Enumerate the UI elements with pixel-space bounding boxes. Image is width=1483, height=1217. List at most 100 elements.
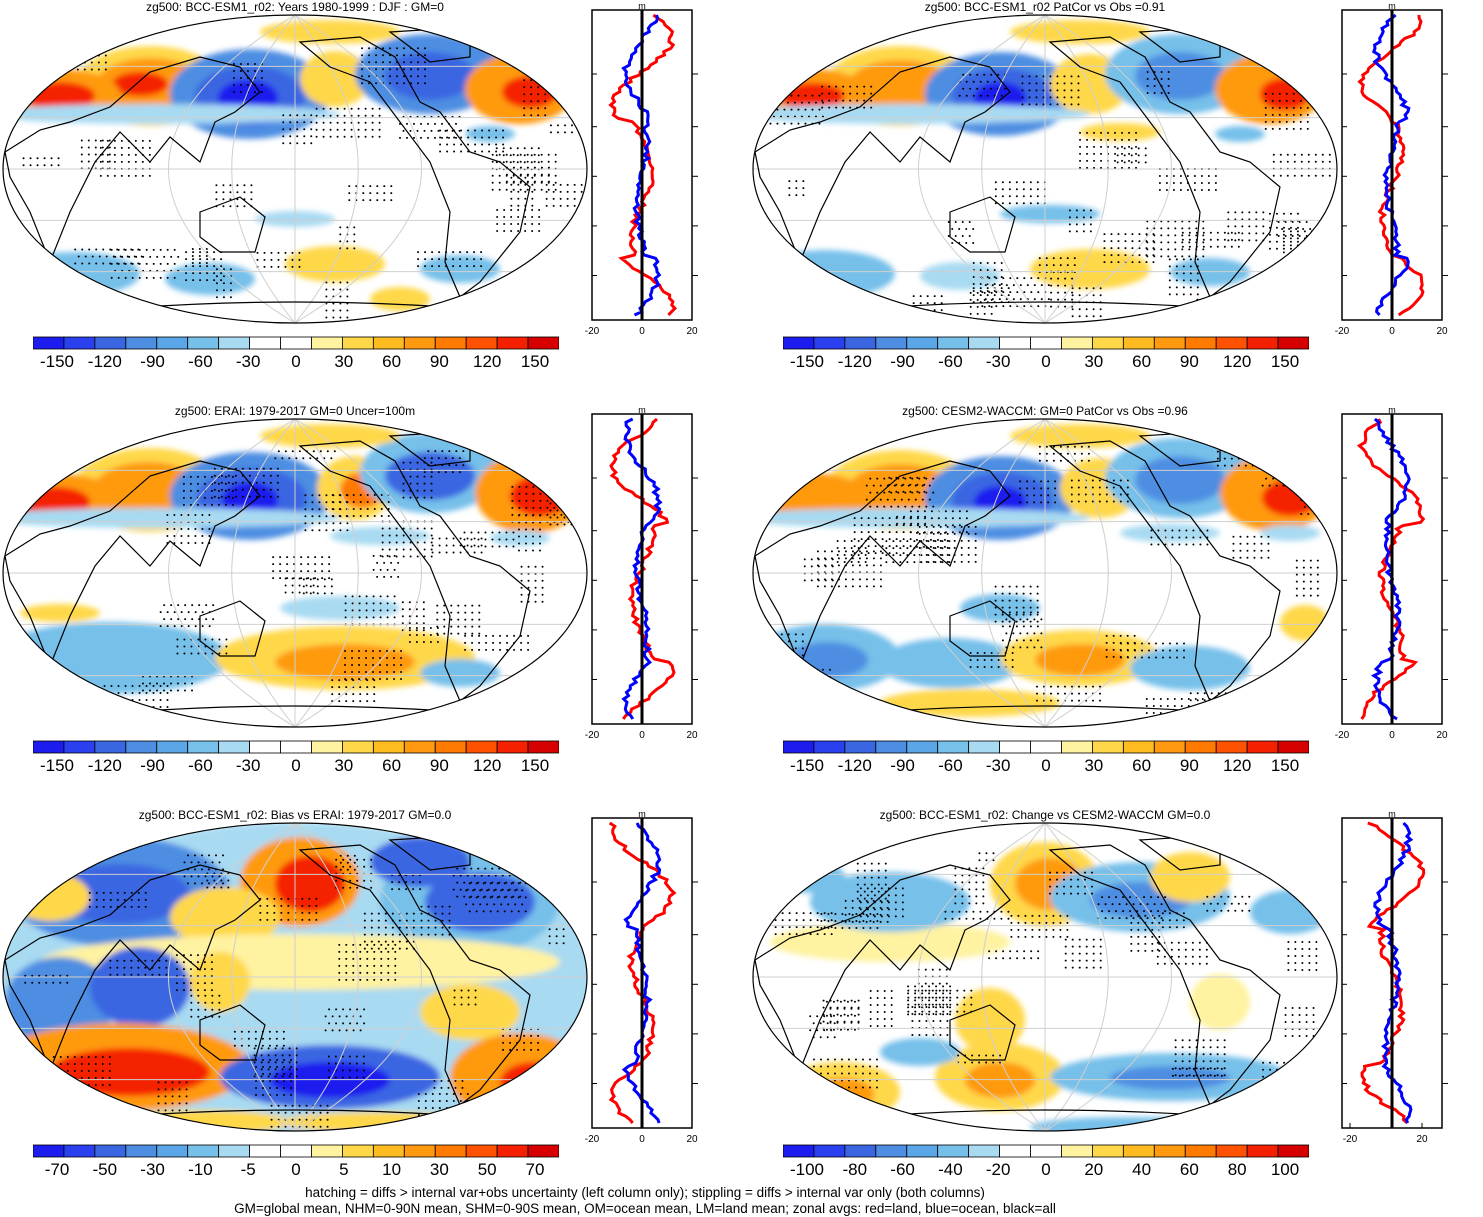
colorbar-swatch [999, 336, 1031, 350]
colorbar-swatch [311, 740, 343, 754]
colorbar-swatch [372, 1144, 405, 1158]
svg-text:m: m [638, 1, 646, 11]
colorbar-swatch [311, 1144, 343, 1158]
svg-text:m: m [1388, 405, 1396, 415]
colorbar-swatch [844, 1144, 877, 1158]
colorbar-label: -100 [789, 1160, 825, 1179]
colorbar-label: -90 [140, 756, 165, 775]
panel-title: zg500: BCC-ESM1_r02: Years 1980-1999 : D… [146, 0, 444, 14]
svg-text:0: 0 [639, 326, 645, 337]
map-plot [752, 418, 1338, 728]
colorbar-label: 20 [1084, 1160, 1104, 1179]
colorbar-label: -150 [39, 352, 75, 371]
colorbar-label: 150 [1270, 756, 1300, 775]
colorbar-label: -20 [985, 1160, 1011, 1179]
colorbar-label: 5 [339, 1160, 349, 1179]
colorbar-swatch [125, 1144, 158, 1158]
colorbar-swatch [813, 1144, 846, 1158]
colorbar [33, 1144, 559, 1158]
colorbar-swatch [968, 740, 1000, 754]
colorbar-label: -90 [890, 756, 915, 775]
colorbar-label: 150 [520, 352, 550, 371]
colorbar-label: 90 [429, 352, 449, 371]
colorbar-swatch [844, 740, 877, 754]
panel-title: zg500: BCC-ESM1_r02: Change vs CESM2-WAC… [879, 808, 1211, 822]
colorbar-swatch [937, 1144, 970, 1158]
svg-text:0: 0 [1389, 730, 1395, 741]
colorbar-label: 120 [1223, 352, 1252, 371]
colorbar [33, 336, 559, 350]
colorbar-labels: -150 -120 -90 -60 -30 0 30 60 90 120 150 [33, 756, 559, 778]
colorbar-labels: -150 -120 -90 -60 -30 0 30 60 90 120 150 [783, 352, 1309, 374]
colorbar-swatch [937, 740, 970, 754]
colorbar-label: 60 [1132, 352, 1152, 371]
colorbar-label: 30 [429, 1160, 449, 1179]
colorbar-swatch [249, 1144, 281, 1158]
colorbar-label: -5 [240, 1160, 256, 1179]
colorbar-label: -120 [837, 756, 872, 775]
colorbar-swatch [311, 336, 343, 350]
colorbar-swatch [1122, 336, 1155, 350]
colorbar-label: 60 [1179, 1160, 1199, 1179]
colorbar-swatch [434, 336, 467, 350]
footer-line-1: hatching = diffs > internal var+obs unce… [305, 1185, 985, 1200]
colorbar-swatch [1184, 740, 1217, 754]
colorbar-swatch [1030, 740, 1062, 754]
colorbar-swatch [844, 336, 877, 350]
colorbar-swatch [1030, 1144, 1062, 1158]
colorbar-label: -10 [188, 1160, 213, 1179]
svg-text:0: 0 [1389, 326, 1395, 337]
colorbar-label: -120 [87, 352, 122, 371]
colorbar-swatch [813, 740, 846, 754]
colorbar-label: -60 [938, 756, 963, 775]
colorbar-swatch [125, 336, 158, 350]
colorbar-label: -70 [44, 1160, 70, 1179]
colorbar-labels: -100 -80 -60 -40 -20 0 20 40 60 80 100 [783, 1160, 1309, 1182]
colorbar-swatch [1092, 1144, 1124, 1158]
colorbar-swatch [1246, 740, 1279, 754]
colorbar-swatch [496, 740, 529, 754]
colorbar-swatch [496, 336, 529, 350]
colorbar-swatch [1092, 740, 1124, 754]
colorbar-swatch [465, 1144, 498, 1158]
colorbar-swatch [1184, 1144, 1217, 1158]
colorbar-label: 60 [382, 352, 402, 371]
colorbar-label: 60 [382, 756, 402, 775]
colorbar-label: 150 [1270, 352, 1300, 371]
svg-text:-20: -20 [1335, 730, 1350, 741]
svg-text:20: 20 [686, 326, 698, 337]
colorbar-swatch [94, 336, 127, 350]
colorbar-swatch [1277, 1144, 1309, 1158]
colorbar-label: 90 [1179, 352, 1199, 371]
colorbar-label: -30 [140, 1160, 165, 1179]
colorbar-swatch [1277, 740, 1309, 754]
colorbar-swatch [527, 740, 559, 754]
map-plot [2, 418, 588, 728]
colorbar-label: -30 [235, 352, 261, 371]
colorbar-label: -60 [188, 352, 213, 371]
colorbar-swatch [403, 1144, 436, 1158]
colorbar-swatch [999, 740, 1031, 754]
colorbar-swatch [1246, 1144, 1279, 1158]
colorbar-label: 0 [291, 756, 301, 775]
colorbar-swatch [1092, 336, 1124, 350]
colorbar-swatch [249, 336, 281, 350]
colorbar-label: -50 [92, 1160, 118, 1179]
colorbar-swatch [1030, 336, 1062, 350]
colorbar-label: -80 [842, 1160, 868, 1179]
svg-text:-20: -20 [1335, 326, 1350, 337]
colorbar-label: -60 [938, 352, 963, 371]
colorbar-labels: -150 -120 -90 -60 -30 0 30 60 90 120 150 [783, 756, 1309, 778]
colorbar-swatch [403, 336, 436, 350]
colorbar-label: -120 [837, 352, 872, 371]
colorbar-swatch [906, 336, 939, 350]
colorbar-label: 150 [520, 756, 550, 775]
colorbar-swatch [63, 740, 96, 754]
colorbar-swatch [783, 336, 815, 350]
colorbar-label: 40 [1132, 1160, 1152, 1179]
colorbar-label: 30 [1084, 756, 1104, 775]
